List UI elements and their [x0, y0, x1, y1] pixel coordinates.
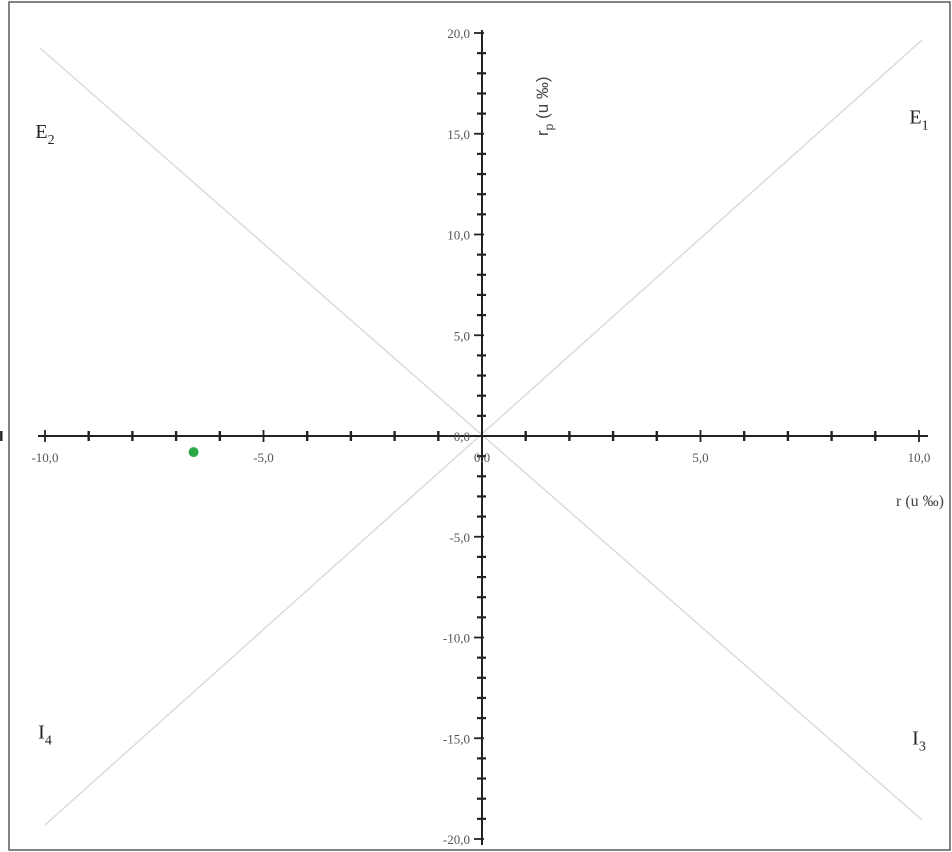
chart-frame: [8, 1, 951, 851]
tick-labels: -20,0-15,0-10,0-5,00,05,010,015,020,0-20…: [31, 26, 931, 847]
y-tick-label: 20,0: [447, 26, 470, 41]
x-tick-label: -5,0: [253, 450, 274, 465]
y-tick-label: -10,0: [443, 631, 470, 646]
region-label-i4: I4: [38, 721, 52, 748]
data-point: [188, 447, 199, 458]
x-axis-title: r (u ‰): [896, 493, 944, 510]
y-tick-label: -20,0: [443, 832, 470, 847]
y-tick-label: -5,0: [449, 530, 470, 545]
axes: [38, 30, 928, 845]
x-tick-label: 0,0: [474, 450, 490, 465]
diagonal-line: [44, 39, 923, 826]
region-label-i3: I3: [912, 727, 926, 754]
data-points: [188, 447, 199, 458]
y-tick-label: 15,0: [447, 127, 470, 142]
y-tick-label: -15,0: [443, 731, 470, 746]
y-axis-title: rp (u ‰): [533, 76, 556, 136]
tick-marks: [0, 32, 920, 840]
region-label-e2: E2: [35, 121, 54, 148]
region-labels: E1E2E3E4I1I2I3I4: [35, 107, 928, 755]
y-tick-label: 0,0: [454, 429, 470, 444]
x-tick-label: 10,0: [908, 450, 931, 465]
x-tick-label: -10,0: [31, 450, 58, 465]
region-label-e1: E1: [909, 107, 928, 134]
y-tick-label: 5,0: [454, 328, 470, 343]
x-tick-label: 5,0: [692, 450, 708, 465]
y-tick-label: 10,0: [447, 228, 470, 243]
